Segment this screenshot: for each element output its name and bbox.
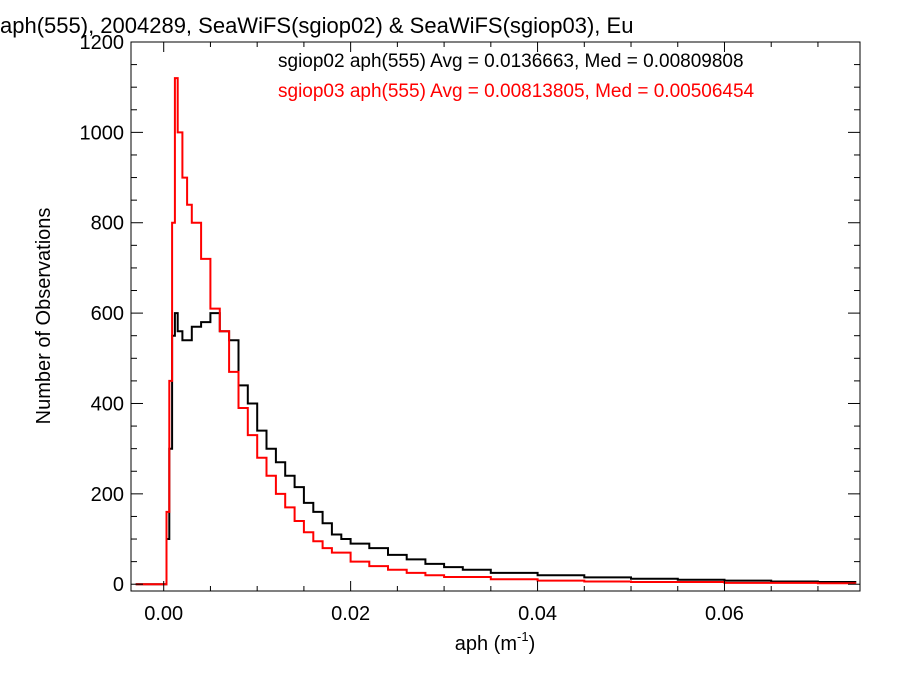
legend-entry-sgiop03: sgiop03 aph(555) Avg = 0.00813805, Med =…	[278, 81, 755, 102]
x-tick-label-2: 0.04	[518, 603, 557, 625]
x-tick-label-3: 0.06	[705, 603, 744, 625]
y-tick-label-5: 1000	[80, 122, 125, 144]
x-tick-label-0: 0.00	[144, 603, 183, 625]
y-axis-label: Number of Observations	[33, 208, 55, 425]
y-tick-label-2: 400	[91, 393, 124, 415]
tick-layer: 0.00 0.02 0.04 0.06 0 200 400 600 800 1000 1200	[80, 32, 860, 625]
legend: sgiop02 aph(555) Avg = 0.0136663, Med = …	[278, 51, 755, 102]
series-layer	[135, 77, 857, 586]
chart-title: aph(555), 2004289, SeaWiFS(sgiop02) & Se…	[0, 13, 633, 38]
plot-frame	[130, 41, 861, 592]
y-tick-label-3: 600	[91, 303, 124, 325]
y-tick-label-6: 1200	[80, 32, 125, 54]
x-axis-label-end: )	[529, 633, 536, 655]
legend-entry-sgiop02: sgiop02 aph(555) Avg = 0.0136663, Med = …	[278, 51, 744, 72]
x-tick-label-1: 0.02	[331, 603, 370, 625]
x-axis-label-main: aph (m	[455, 633, 517, 655]
x-axis-label: aph (m-1)	[455, 629, 535, 655]
x-axis-label-exponent: -1	[517, 629, 529, 644]
y-tick-label-0: 0	[113, 574, 124, 596]
series-line-sgiop03	[135, 77, 857, 586]
y-tick-label-1: 200	[91, 484, 124, 506]
y-tick-label-4: 800	[91, 213, 124, 235]
series-line-sgiop02	[135, 312, 857, 586]
